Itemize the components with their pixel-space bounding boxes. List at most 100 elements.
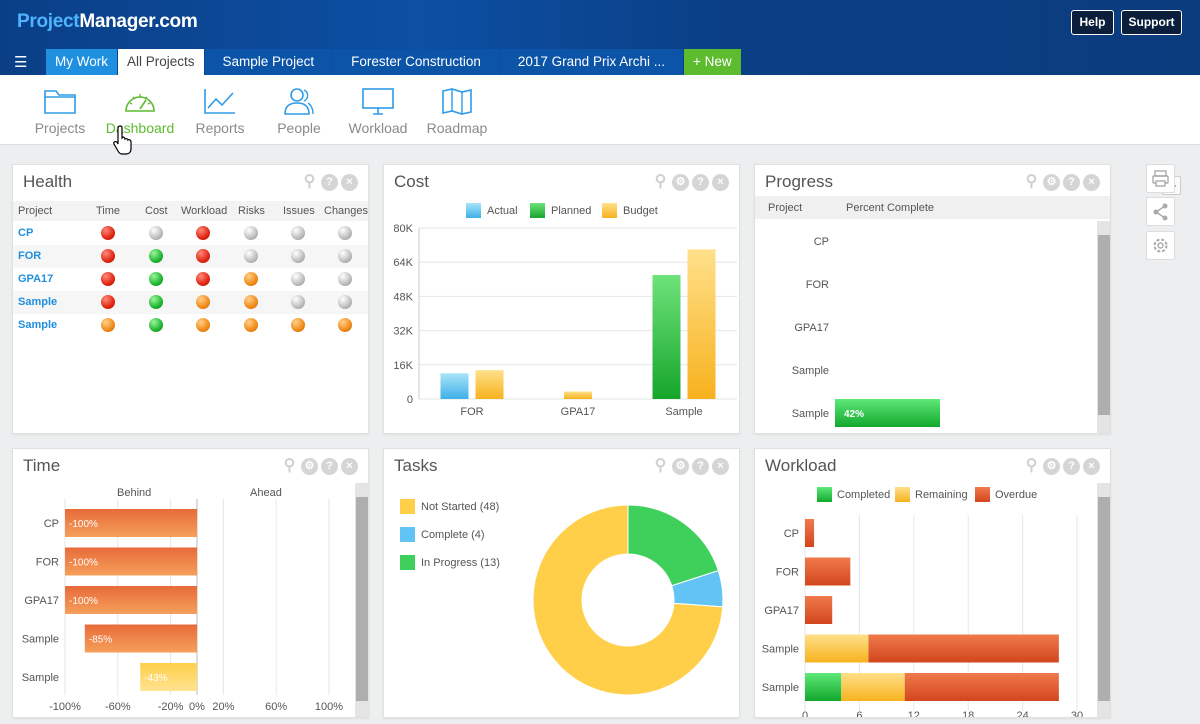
panel-title: Cost bbox=[394, 172, 429, 191]
scrollbar-thumb[interactable] bbox=[1098, 235, 1110, 415]
progress-chart: CP FOR GPA17 Sample Sample 42% bbox=[792, 236, 940, 427]
project-link[interactable]: Sample bbox=[18, 319, 58, 331]
status-dot-workload bbox=[196, 249, 210, 263]
nav-roadmap[interactable]: Roadmap bbox=[417, 87, 497, 136]
legend-swatch bbox=[400, 555, 415, 570]
gear-icon[interactable]: ⚙ bbox=[672, 174, 689, 191]
gear-icon[interactable]: ⚙ bbox=[1043, 174, 1060, 191]
gear-icon bbox=[1153, 238, 1168, 253]
project-link[interactable]: FOR bbox=[18, 250, 42, 262]
help-icon[interactable]: ? bbox=[692, 458, 709, 475]
help-icon[interactable]: ? bbox=[1063, 458, 1080, 475]
legend-label: Actual bbox=[487, 205, 518, 217]
tab-forester-construction[interactable]: Forester Construction bbox=[333, 49, 499, 75]
x-tick-label: 30 bbox=[1071, 710, 1083, 718]
category-label: Sample bbox=[792, 408, 829, 420]
search-icon[interactable]: ⚲ bbox=[654, 457, 667, 474]
table-row[interactable]: Sample bbox=[13, 314, 368, 337]
time-panel: Time ⚲ ⚙? × Behind Ahead -100% -60% -20% 0% 20… bbox=[12, 448, 369, 718]
search-icon[interactable]: ⚲ bbox=[1025, 457, 1038, 474]
time-bar bbox=[65, 586, 197, 614]
bar-actual bbox=[440, 373, 469, 399]
table-row[interactable]: Sample bbox=[13, 291, 368, 314]
close-icon[interactable]: × bbox=[341, 174, 358, 191]
category-label: FOR bbox=[806, 279, 829, 291]
close-icon[interactable]: × bbox=[712, 458, 729, 475]
help-icon[interactable]: ? bbox=[692, 174, 709, 191]
tab-my-work[interactable]: My Work bbox=[46, 49, 117, 75]
data-label: -100% bbox=[69, 519, 98, 530]
x-tick-label: 20% bbox=[212, 701, 234, 713]
category-label: FOR bbox=[36, 557, 59, 569]
nav-workload[interactable]: Workload bbox=[338, 87, 418, 136]
help-icon[interactable]: ? bbox=[321, 458, 338, 475]
y-tick-label: 48K bbox=[393, 291, 413, 303]
category-label: Sample bbox=[22, 672, 59, 684]
gear-icon[interactable]: ⚙ bbox=[672, 458, 689, 475]
bar-overdue bbox=[904, 673, 1059, 701]
nav-projects[interactable]: Projects bbox=[20, 87, 100, 136]
legend-label: Completed bbox=[837, 489, 890, 501]
close-icon[interactable]: × bbox=[341, 458, 358, 475]
legend-item[interactable]: In Progress (13) bbox=[400, 555, 500, 570]
status-dot-issues bbox=[291, 318, 305, 332]
table-row[interactable]: CP bbox=[13, 222, 368, 245]
status-dot-cost bbox=[149, 295, 163, 309]
logo[interactable]: ProjectManager.com bbox=[17, 11, 198, 32]
gear-icon[interactable]: ⚙ bbox=[301, 458, 318, 475]
table-row[interactable]: GPA17 bbox=[13, 268, 368, 291]
search-icon[interactable]: ⚲ bbox=[1025, 173, 1038, 190]
legend-item[interactable]: Not Started (48) bbox=[400, 499, 499, 514]
tab-sample-project[interactable]: Sample Project bbox=[204, 49, 333, 75]
search-icon[interactable]: ⚲ bbox=[303, 173, 316, 190]
workload-panel: Workload ⚲ ⚙? × Completed Remaining Overdue 0… bbox=[754, 448, 1111, 718]
help-icon[interactable]: ? bbox=[1063, 174, 1080, 191]
nav-dashboard[interactable]: Dashboard bbox=[100, 87, 180, 136]
monitor-icon bbox=[362, 88, 394, 115]
status-dot-time bbox=[101, 318, 115, 332]
cost-chart: Actual Planned Budget 0 16K 32K 48K 64K 80K FOR GP… bbox=[393, 203, 737, 418]
table-row[interactable]: FOR bbox=[13, 245, 368, 268]
project-link[interactable]: Sample bbox=[18, 296, 58, 308]
scrollbar-thumb[interactable] bbox=[1098, 497, 1110, 701]
gear-icon[interactable]: ⚙ bbox=[1043, 458, 1060, 475]
tab-grand-prix[interactable]: 2017 Grand Prix Archi ... bbox=[499, 49, 683, 75]
search-icon[interactable]: ⚲ bbox=[283, 457, 296, 474]
help-button[interactable]: Help bbox=[1071, 10, 1114, 35]
search-icon[interactable]: ⚲ bbox=[654, 173, 667, 190]
status-dot-workload bbox=[196, 318, 210, 332]
help-icon[interactable]: ? bbox=[321, 174, 338, 191]
progress-scrollbar[interactable] bbox=[1097, 221, 1110, 433]
project-link[interactable]: GPA17 bbox=[18, 273, 54, 285]
category-label: CP bbox=[814, 236, 829, 248]
close-icon[interactable]: × bbox=[1083, 174, 1100, 191]
hand-cursor-icon bbox=[113, 125, 132, 155]
legend-label: Remaining bbox=[915, 489, 968, 501]
support-button[interactable]: Support bbox=[1121, 10, 1182, 35]
project-link[interactable]: CP bbox=[18, 227, 34, 239]
x-tick-label: 18 bbox=[962, 710, 974, 718]
close-icon[interactable]: × bbox=[1083, 458, 1100, 475]
status-dot-risks bbox=[244, 272, 258, 286]
new-tab-button[interactable]: + New bbox=[683, 49, 741, 75]
legend-item[interactable]: Complete (4) bbox=[400, 527, 485, 542]
menu-icon[interactable]: ☰ bbox=[14, 54, 28, 71]
settings-button[interactable] bbox=[1146, 231, 1175, 260]
tab-all-projects[interactable]: All Projects bbox=[118, 49, 204, 75]
scrollbar-thumb[interactable] bbox=[356, 497, 368, 701]
nav-people[interactable]: People bbox=[259, 87, 339, 136]
time-scrollbar[interactable] bbox=[355, 483, 368, 717]
status-dot-changes bbox=[338, 249, 352, 263]
view-toolbar: Projects Dashboard Reports People Worklo… bbox=[0, 75, 1200, 195]
workload-scrollbar[interactable] bbox=[1097, 483, 1110, 717]
map-icon bbox=[442, 88, 472, 115]
status-dot-cost bbox=[149, 226, 163, 240]
health-panel: Health ⚲? × Project Time Cost Workload Ri… bbox=[12, 164, 369, 434]
x-tick-label: 0% bbox=[189, 701, 205, 713]
close-icon[interactable]: × bbox=[712, 174, 729, 191]
share-button[interactable] bbox=[1146, 197, 1175, 226]
nav-reports[interactable]: Reports bbox=[180, 87, 260, 136]
time-bar bbox=[84, 624, 197, 653]
status-dot-risks bbox=[244, 226, 258, 240]
print-button[interactable] bbox=[1146, 164, 1175, 193]
